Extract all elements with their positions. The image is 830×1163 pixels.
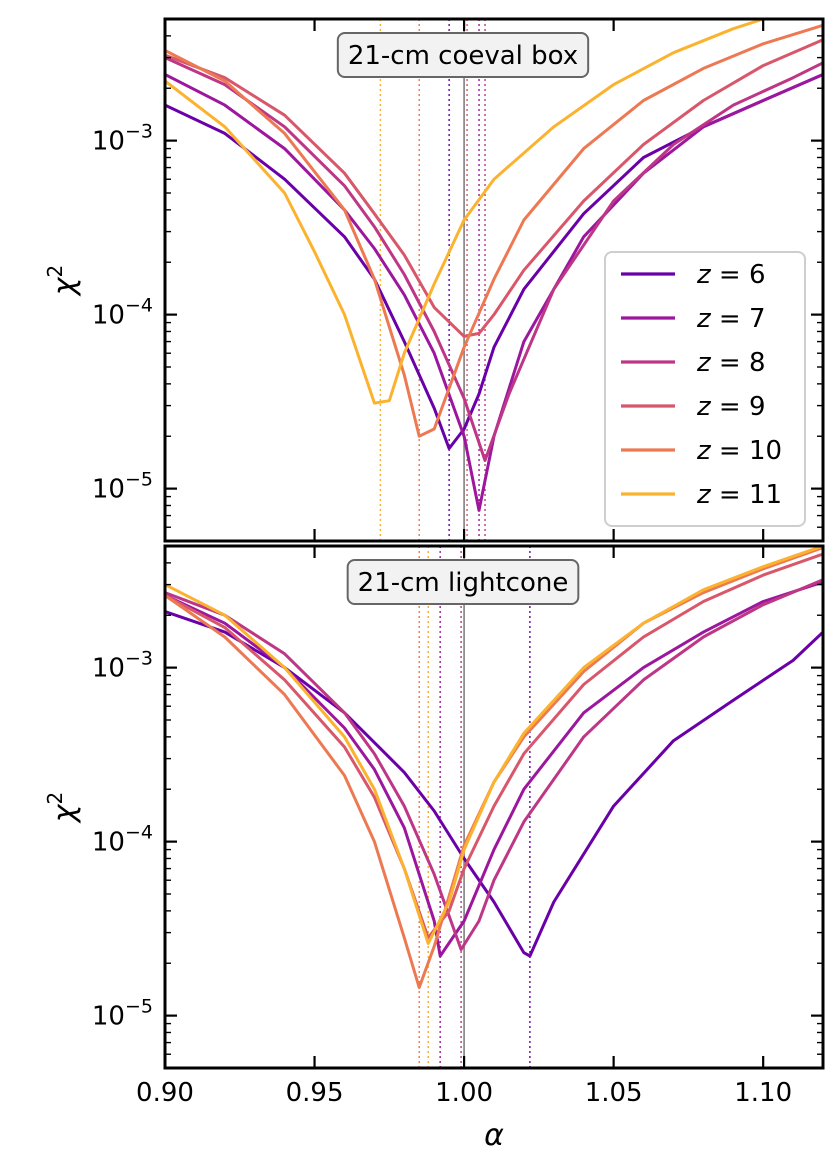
series-line-z10 — [165, 23, 823, 438]
y-tick-exponent: −4 — [125, 822, 153, 844]
series-line-z9 — [165, 38, 823, 338]
series-line-z6 — [165, 73, 823, 450]
legend: z = 6z = 7z = 8z = 9z = 10z = 11 — [604, 251, 806, 527]
legend-var: z — [696, 480, 712, 510]
series-line-z6 — [165, 610, 823, 958]
axes-frame — [163, 544, 825, 1070]
x-axis-label: α — [484, 1118, 504, 1153]
title-frame — [336, 32, 590, 78]
x-tick-label: 1.00 — [435, 1078, 493, 1108]
y-tick-label: 10−5 — [92, 469, 153, 505]
y-axis-label-base: χ — [47, 276, 82, 297]
legend-item-z9: z = 9 — [621, 392, 766, 422]
legend-value: = 8 — [711, 348, 766, 378]
legend-var: z — [696, 348, 712, 378]
legend-item-z7: z = 7 — [621, 304, 766, 334]
plot-area — [165, 546, 823, 1068]
legend-var: z — [696, 304, 712, 334]
legend-item-z10: z = 10 — [621, 436, 782, 466]
legend-label: z = 11 — [696, 480, 782, 510]
y-tick-exponent: −3 — [125, 648, 153, 670]
legend-var: z — [696, 260, 712, 290]
legend-label: z = 8 — [696, 348, 766, 378]
legend-var: z — [696, 436, 712, 466]
series-line-z11 — [165, 19, 765, 405]
y-tick-exponent: −5 — [125, 996, 153, 1018]
series-line-z8 — [165, 56, 823, 462]
y-axis-label-base: χ — [47, 803, 82, 824]
x-tick-label: 0.90 — [136, 1078, 194, 1108]
legend-item-z6: z = 6 — [621, 260, 766, 290]
y-tick-label: 10−5 — [92, 996, 153, 1032]
panel-title-box: 21-cm lightcone — [346, 559, 580, 605]
x-tick-label: 1.10 — [734, 1078, 792, 1108]
axes-frame — [163, 17, 825, 543]
legend-value: = 9 — [711, 392, 766, 422]
series-line-z7 — [165, 73, 823, 512]
y-tick-label: 10−3 — [92, 121, 153, 157]
panel-lightcone: 10−310−410−50.90 0.95 1.00 1.05 1.10χ221-cm … — [43, 544, 825, 1108]
y-tick-base: 10 — [92, 301, 125, 331]
panel-title-box: 21-cm coeval box — [336, 32, 590, 78]
y-tick-base: 10 — [92, 1002, 125, 1032]
y-axis-label: χ2 — [43, 792, 82, 825]
y-axis-label-exponent: 2 — [43, 792, 67, 805]
legend-label: z = 10 — [696, 436, 782, 466]
legend-value: = 7 — [711, 304, 766, 334]
y-tick-base: 10 — [92, 475, 125, 505]
y-axis-label-exponent: 2 — [43, 265, 67, 278]
legend-label: z = 7 — [696, 304, 766, 334]
plot-area — [165, 19, 823, 541]
y-tick-base: 10 — [92, 127, 125, 157]
title-frame — [346, 559, 580, 605]
legend-var: z — [696, 392, 712, 422]
legend-value: = 6 — [711, 260, 766, 290]
y-axis-label: χ2 — [43, 265, 82, 298]
legend-label: z = 9 — [696, 392, 766, 422]
series-line-z10 — [165, 546, 823, 989]
series-line-z11 — [165, 546, 823, 945]
legend-item-z8: z = 8 — [621, 348, 766, 378]
y-tick-exponent: −4 — [125, 295, 153, 317]
y-tick-label: 10−4 — [92, 295, 153, 331]
series-line-z8 — [165, 578, 823, 951]
x-tick-label: 0.95 — [286, 1078, 344, 1108]
panel-title: 21-cm lightcone — [358, 568, 569, 598]
y-tick-exponent: −5 — [125, 469, 153, 491]
y-tick-label: 10−4 — [92, 822, 153, 858]
x-tick-label: 1.05 — [585, 1078, 643, 1108]
y-tick-exponent: −3 — [125, 121, 153, 143]
legend-item-z11: z = 11 — [621, 480, 782, 510]
legend-label: z = 6 — [696, 260, 766, 290]
legend-value: = 11 — [711, 480, 782, 510]
series-line-z9 — [165, 552, 823, 940]
series-line-z7 — [165, 580, 823, 958]
panel-title: 21-cm coeval box — [348, 41, 578, 71]
y-tick-label: 10−3 — [92, 648, 153, 684]
y-tick-base: 10 — [92, 828, 125, 858]
legend-value: = 10 — [711, 436, 782, 466]
legend-frame — [604, 251, 806, 527]
y-tick-base: 10 — [92, 654, 125, 684]
